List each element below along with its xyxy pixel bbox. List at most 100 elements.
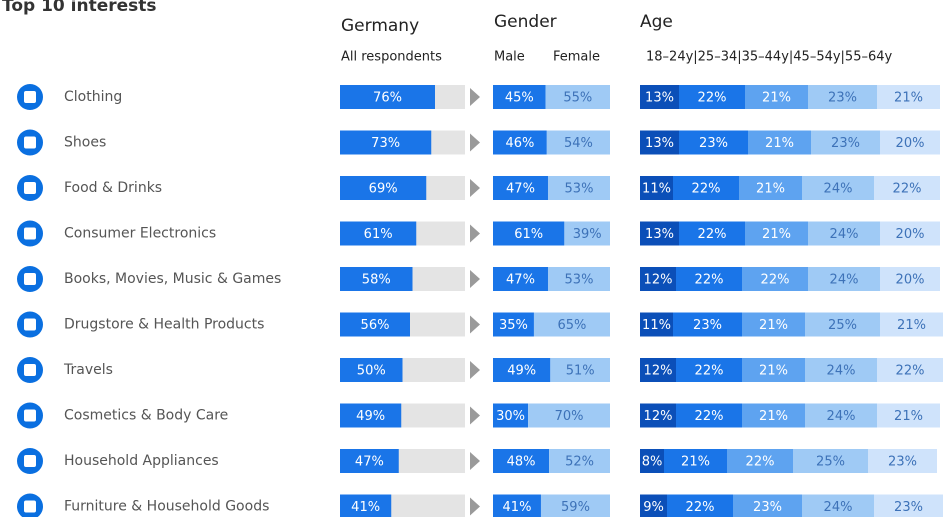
gender-bar [493, 403, 529, 428]
value-label: 22% [896, 364, 925, 379]
value-label: 39% [573, 227, 602, 242]
value-label: 41% [351, 500, 380, 515]
age-bar [805, 403, 877, 428]
gender-bar [493, 312, 534, 337]
gender-bar [493, 85, 546, 109]
age-bar [673, 176, 739, 200]
age-bar [727, 449, 793, 473]
row-name: Drugstore & Health Products [64, 317, 264, 333]
age-bar [640, 267, 676, 291]
age-bar [733, 494, 802, 517]
age-bar [640, 85, 679, 109]
value-label: 46% [505, 136, 534, 151]
icon-glyph [24, 227, 36, 240]
value-label: 22% [695, 409, 724, 424]
age-bar [808, 85, 877, 109]
icon-glyph [24, 455, 36, 467]
age-bar [808, 221, 880, 246]
bar [340, 312, 410, 337]
value-label: 35% [499, 318, 528, 333]
value-label: 49% [507, 364, 536, 379]
value-label: 25% [828, 318, 857, 333]
value-label: 23% [894, 500, 923, 515]
arrow [470, 133, 480, 152]
value-label: 22% [698, 91, 727, 106]
icon-glyph [24, 136, 36, 149]
value-label: 22% [698, 227, 727, 242]
value-label: 25% [816, 455, 845, 470]
icon-glyph [24, 318, 36, 331]
age-bar [739, 176, 802, 200]
age-bar [880, 130, 940, 155]
value-label: 56% [361, 318, 390, 333]
age-bar [808, 267, 880, 291]
value-label: 24% [830, 273, 859, 288]
icon-glyph [24, 409, 36, 422]
value-label: 47% [506, 273, 535, 288]
value-label: 61% [514, 227, 543, 242]
row-name: Food & Drinks [64, 180, 162, 196]
gender-heading: Gender [494, 12, 557, 32]
value-label: 23% [699, 136, 728, 151]
age-bar [667, 494, 733, 517]
age-bar [676, 403, 742, 428]
value-label: 21% [756, 182, 785, 197]
age-bar [673, 312, 742, 337]
age-bar [640, 176, 673, 200]
arrow [470, 406, 480, 425]
value-label: 73% [371, 136, 400, 151]
value-label: 22% [686, 500, 715, 515]
arrow [470, 361, 480, 379]
value-label: 12% [644, 409, 673, 424]
bar [340, 267, 413, 291]
value-label: 23% [831, 136, 860, 151]
age-bar [874, 494, 943, 517]
arrow [470, 452, 480, 470]
gender-bar [533, 312, 610, 337]
age-bar [640, 130, 679, 155]
value-label: 21% [759, 318, 788, 333]
germany-heading: Germany [341, 16, 419, 36]
age-bar [877, 358, 943, 382]
age-bar [805, 358, 877, 382]
value-label: 20% [896, 273, 925, 288]
age-bar [742, 403, 805, 428]
value-label: 70% [555, 409, 584, 424]
arrow [470, 88, 480, 106]
age-bar [676, 267, 742, 291]
value-label: 21% [894, 91, 923, 106]
value-label: 59% [561, 500, 590, 515]
gender-bar [547, 176, 610, 200]
age-bar [748, 130, 811, 155]
gender-bar [547, 267, 610, 291]
value-label: 12% [644, 273, 673, 288]
value-label: 20% [896, 136, 925, 151]
germany-subheading: All respondents [341, 50, 442, 65]
age-bar [640, 312, 673, 337]
age-bar [742, 312, 805, 337]
age-bar [742, 267, 808, 291]
bar [340, 449, 399, 473]
value-label: 58% [362, 273, 391, 288]
age-bar [676, 358, 742, 382]
value-label: 22% [695, 364, 724, 379]
age-bar [679, 130, 748, 155]
age-bar [640, 449, 664, 473]
row-name: Travels [63, 362, 113, 378]
gender-bar [550, 358, 610, 382]
value-label: 22% [692, 182, 721, 197]
age-bar [868, 449, 937, 473]
gender-bar [493, 176, 548, 200]
value-label: 22% [746, 455, 775, 470]
value-label: 23% [693, 318, 722, 333]
gender-bar [564, 221, 610, 246]
value-label: 21% [681, 455, 710, 470]
value-label: 24% [827, 409, 856, 424]
age-bar [742, 358, 805, 382]
value-label: 65% [558, 318, 587, 333]
value-label: 12% [644, 364, 673, 379]
value-label: 8% [642, 455, 663, 470]
row-name: Cosmetics & Body Care [64, 408, 228, 424]
value-label: 11% [642, 318, 671, 333]
